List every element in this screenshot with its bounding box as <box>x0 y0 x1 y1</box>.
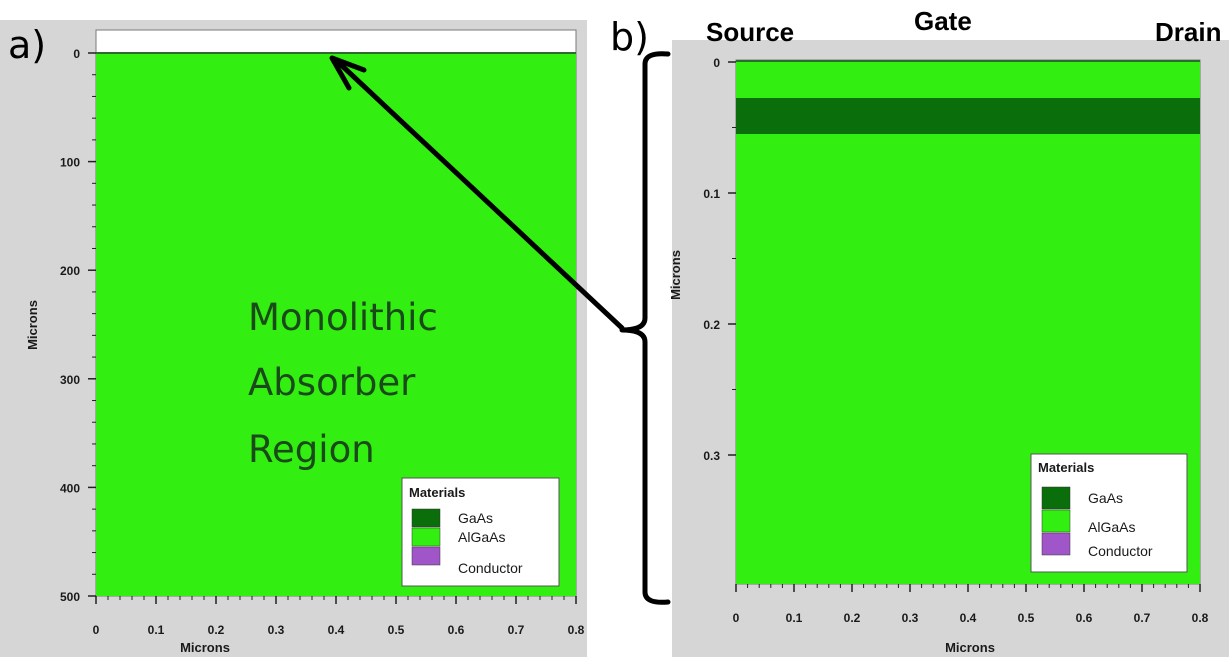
panel-a-x-tick-label: 0.7 <box>508 623 525 637</box>
gate-label: Gate <box>914 6 972 36</box>
panel-b-legend: Materials GaAs AlGaAs Conductor <box>1030 453 1188 573</box>
panel-a-label: a) <box>8 23 46 67</box>
panel-a-y-tick-label: 0 <box>73 47 80 61</box>
source-label: Source <box>706 17 794 47</box>
curly-brace <box>619 51 671 605</box>
panel-a-x-tick-label: 0 <box>93 623 100 637</box>
panel-b-x-tick-label: 0.4 <box>960 611 977 625</box>
region-label-line-1: Monolithic <box>248 296 438 339</box>
panel-a-x-tick-label: 0.4 <box>328 623 345 637</box>
panel-b-x-tick-label: 0.2 <box>844 611 861 625</box>
panel-b-label: b) <box>610 15 649 59</box>
panel-b-x-tick-label: 0 <box>733 611 740 625</box>
arrow-line <box>335 59 625 331</box>
panel-a-legend-swatch-conductor <box>411 546 441 566</box>
panel-b-y-tick-label: 0.3 <box>703 449 720 463</box>
panel-b-x-tick-label: 0.7 <box>1134 611 1151 625</box>
arrow-head <box>329 55 367 91</box>
panel-b-x-tick-label: 0.5 <box>1018 611 1035 625</box>
panel-b-legend-conductor: Conductor <box>1088 543 1153 559</box>
panel-a-x-tick-label: 0.3 <box>268 623 285 637</box>
panel-a-legend-gaas: GaAs <box>458 510 493 526</box>
panel-a-y-tick-label: 400 <box>60 481 80 495</box>
panel-b-y-axis: 0 0.1 0.2 0.3 <box>703 56 736 463</box>
panel-a-legend-conductor: Conductor <box>458 560 523 576</box>
panel-b-legend-gaas: GaAs <box>1088 490 1123 506</box>
panel-a-legend-algaas: AlGaAs <box>458 529 505 545</box>
panel-a-y-tick-label: 300 <box>60 373 80 387</box>
panel-b-x-tick-label: 0.3 <box>902 611 919 625</box>
panel-a-x-axis: 0 0.1 0.2 0.3 0.4 0.5 0.6 0.7 0.8 <box>93 596 585 637</box>
panel-b-x-axis-label: Microns <box>945 640 995 655</box>
region-label-line-3: Region <box>248 428 375 471</box>
panel-b-legend-title: Materials <box>1038 460 1094 475</box>
panel-a-y-tick-label: 100 <box>60 156 80 170</box>
panel-b-legend-algaas: AlGaAs <box>1088 519 1135 535</box>
panel-a-x-tick-label: 0.1 <box>148 623 165 637</box>
region-label-line-2: Absorber <box>248 361 416 404</box>
panel-a-x-axis-label: Microns <box>180 640 230 655</box>
panel-b-y-tick-label: 0.1 <box>703 187 720 201</box>
panel-a-y-tick-label: 500 <box>60 590 80 604</box>
panel-a-legend-swatch-algaas <box>411 527 441 547</box>
panel-b-legend-swatch-algaas <box>1041 509 1071 533</box>
panel-b-y-tick-label: 0.2 <box>703 318 720 332</box>
panel-b-y-tick-label: 0 <box>713 56 720 70</box>
panel-b-x-axis: 0 0.1 0.2 0.3 0.4 0.5 0.6 0.7 0.8 <box>733 584 1209 625</box>
panel-b-gaas-layer <box>736 98 1200 134</box>
panel-a-x-tick-label: 0.6 <box>448 623 465 637</box>
panel-b-legend-swatch-gaas <box>1041 486 1071 510</box>
panel-a-y-axis: 0 100 200 300 400 500 <box>60 47 96 604</box>
panel-b-y-axis-label: Microns <box>668 250 683 300</box>
drain-label: Drain <box>1155 17 1221 47</box>
panel-a-x-tick-label: 0.2 <box>208 623 225 637</box>
panel-b-x-tick-label: 0.1 <box>786 611 803 625</box>
panel-a-x-tick-label: 0.8 <box>568 623 585 637</box>
panel-b-x-tick-label: 0.6 <box>1076 611 1093 625</box>
panel-a-y-axis-label: Microns <box>25 300 40 350</box>
panel-b-legend-swatch-conductor <box>1041 532 1071 556</box>
panel-a-x-tick-label: 0.5 <box>388 623 405 637</box>
panel-a-legend-title: Materials <box>409 485 465 500</box>
panel-a-legend: Materials GaAs AlGaAs Conductor <box>401 477 560 587</box>
panel-a-legend-swatch-gaas <box>411 508 441 528</box>
panel-a-y-tick-label: 200 <box>60 264 80 278</box>
panel-b: 0 0.1 0.2 0.3 0 0.1 0.2 0.3 0.4 0.5 0.6 0.7 0.8 Mic… <box>610 6 1229 657</box>
panel-b-x-tick-label: 0.8 <box>1192 611 1209 625</box>
